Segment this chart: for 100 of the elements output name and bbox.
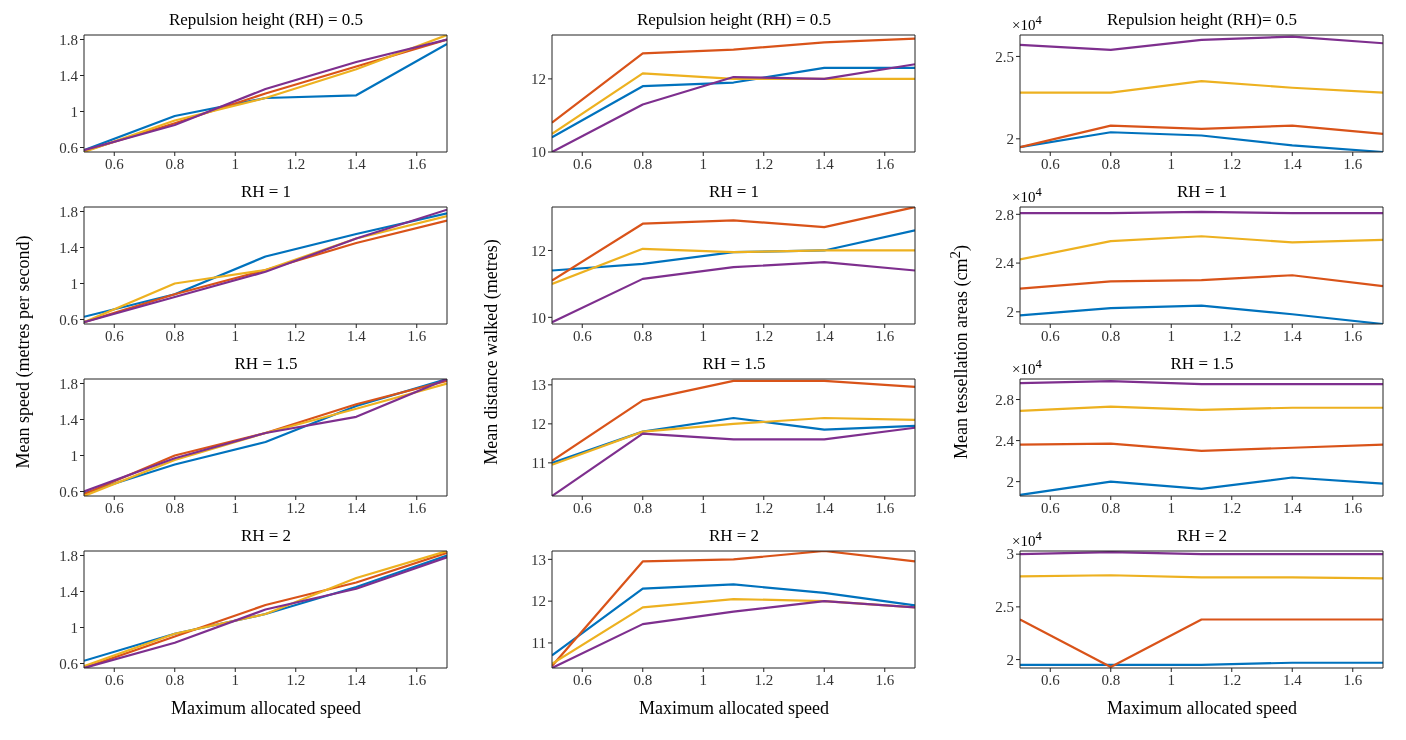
y-tick-label: 12 <box>531 416 546 433</box>
y-tick-label: 1.8 <box>59 203 78 220</box>
y-tick-label: 2 <box>1006 473 1014 490</box>
chart-title: RH = 1.5 <box>234 354 298 373</box>
x-tick-label: 0.8 <box>165 499 185 516</box>
x-tick-label: 1.2 <box>754 499 774 516</box>
x-tick-label: 1.6 <box>407 327 427 344</box>
x-tick-label: 1.4 <box>814 499 835 516</box>
x-axis-title: Maximum allocated speed <box>639 698 829 718</box>
x-tick-label: 0.8 <box>1101 155 1121 172</box>
y-tick-label: 1.4 <box>59 411 79 428</box>
x-tick-label: 1 <box>699 671 707 688</box>
x-tick-label: 1.4 <box>1282 327 1303 344</box>
chart-title: RH = 1.5 <box>702 354 766 373</box>
text: ×10$^{4}$ <box>1012 13 1042 33</box>
x-tick-label: 0.6 <box>1040 327 1061 344</box>
x-tick-label: 1.4 <box>814 327 835 344</box>
x-tick-label: 1.4 <box>814 155 835 172</box>
x-tick-label: 0.6 <box>1040 155 1061 172</box>
y-tick-label: 1.4 <box>59 583 79 600</box>
x-tick-label: 0.6 <box>572 327 593 344</box>
x-tick-label: 1.2 <box>1222 671 1242 688</box>
x-tick-label: 1 <box>1167 499 1175 516</box>
y-tick-label: 1.4 <box>59 239 79 256</box>
x-tick-label: 0.8 <box>633 155 653 172</box>
y-tick-label: 13 <box>531 551 546 568</box>
x-tick-label: 1.2 <box>1222 327 1242 344</box>
x-tick-label: 1 <box>1167 671 1175 688</box>
x-tick-label: 0.8 <box>165 155 185 172</box>
y-tick-label: 12 <box>531 593 546 610</box>
line-series <box>1020 442 1383 452</box>
text: ×10$^{4}$ <box>1012 357 1042 377</box>
chart-title: Repulsion height (RH)= 0.5 <box>1107 10 1297 29</box>
y-tick-label: 10 <box>531 144 546 161</box>
chart-title: RH = 1 <box>240 182 292 201</box>
x-tick-label: 1.4 <box>346 327 367 344</box>
x-tick-label: 1 <box>231 327 239 344</box>
chart-title: Repulsion height (RH) = 0.5 <box>636 10 832 29</box>
x-tick-label: 0.8 <box>633 327 653 344</box>
y-tick-label: 1.8 <box>59 547 78 564</box>
y-tick-label: 12 <box>531 242 546 259</box>
chart-title: RH = 2 <box>1176 526 1228 545</box>
x-tick-label: 0.8 <box>1101 671 1121 688</box>
x-tick-label: 1.4 <box>814 671 835 688</box>
x-tick-label: 1 <box>1167 155 1175 172</box>
x-tick-label: 1.6 <box>875 327 895 344</box>
x-tick-label: 1.4 <box>346 499 367 516</box>
x-tick-label: 1.4 <box>1282 155 1303 172</box>
y-tick-label: 11 <box>531 635 546 652</box>
x-tick-label: 1 <box>699 327 707 344</box>
y-tick-label: 2.5 <box>995 599 1014 616</box>
y-axis-title: Mean distance walked (metres) <box>480 239 501 465</box>
x-tick-label: 1.6 <box>875 499 895 516</box>
x-tick-label: 1.2 <box>286 155 306 172</box>
x-tick-label: 0.6 <box>572 155 593 172</box>
x-tick-label: 1.6 <box>1343 499 1363 516</box>
y-tick-label: 2 <box>1006 651 1014 668</box>
y-tick-label: 12 <box>531 71 546 88</box>
x-tick-label: 1.2 <box>286 671 306 688</box>
y-axis-title: Mean speed (metres per second) <box>12 235 33 469</box>
x-tick-label: 1.6 <box>875 671 895 688</box>
line-series <box>1020 235 1383 261</box>
x-tick-label: 0.6 <box>572 671 593 688</box>
x-tick-label: 1.2 <box>286 327 306 344</box>
y-tick-label: 13 <box>531 377 546 394</box>
x-tick-label: 0.8 <box>1101 499 1121 516</box>
x-tick-label: 1.4 <box>1282 671 1303 688</box>
chart-title: RH = 1.5 <box>1170 354 1234 373</box>
y-tick-label: 10 <box>531 309 546 326</box>
x-tick-label: 1.4 <box>346 155 367 172</box>
x-tick-label: 0.8 <box>633 671 653 688</box>
x-tick-label: 1.6 <box>407 671 427 688</box>
x-tick-label: 1 <box>699 499 707 516</box>
y-tick-label: 2.8 <box>995 206 1014 223</box>
y-tick-label: 2 <box>1006 304 1014 321</box>
x-tick-label: 1 <box>231 671 239 688</box>
y-tick-label: 0.6 <box>59 139 79 156</box>
y-tick-label: 1 <box>70 619 78 636</box>
y-tick-label: 1 <box>70 103 78 120</box>
line-series <box>552 551 915 668</box>
x-tick-label: 1.6 <box>1343 671 1363 688</box>
y-tick-label: 2.8 <box>995 391 1014 408</box>
x-tick-label: 1 <box>699 155 707 172</box>
x-axis-title: Maximum allocated speed <box>1107 698 1297 718</box>
line-series <box>552 247 915 285</box>
x-tick-label: 1.2 <box>754 155 774 172</box>
text: ×10$^{4}$ <box>1012 185 1042 205</box>
x-tick-label: 1.6 <box>875 155 895 172</box>
line-series <box>552 583 915 657</box>
x-tick-label: 1.2 <box>754 671 774 688</box>
x-tick-label: 0.8 <box>165 327 185 344</box>
y-tick-label: 1 <box>70 447 78 464</box>
y-tick-label: 11 <box>531 455 546 472</box>
x-tick-label: 0.8 <box>1101 327 1121 344</box>
x-tick-label: 0.8 <box>165 671 185 688</box>
x-tick-label: 0.8 <box>633 499 653 516</box>
y-tick-label: 2 <box>1006 131 1014 148</box>
x-tick-label: 1.2 <box>754 327 774 344</box>
line-series <box>1020 274 1383 290</box>
x-tick-label: 0.6 <box>1040 499 1061 516</box>
